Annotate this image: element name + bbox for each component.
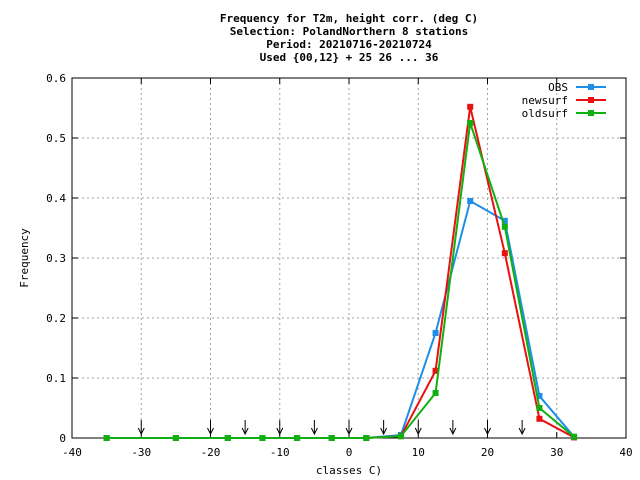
arrow-head — [276, 427, 284, 436]
class-limit-arrow — [380, 420, 388, 436]
y-tick-label: 0 — [59, 432, 66, 445]
data-point — [259, 435, 266, 441]
legend-marker — [588, 110, 594, 116]
title-line-0: Frequency for T2m, height corr. (deg C) — [220, 12, 478, 25]
class-limit-arrow — [310, 420, 318, 436]
class-limit-arrows — [137, 420, 526, 436]
data-point — [501, 250, 508, 257]
y-tick-label: 0.2 — [46, 312, 66, 325]
class-limit-arrow — [518, 420, 526, 436]
data-point — [467, 198, 474, 204]
y-tick-label: 0.1 — [46, 372, 66, 385]
arrow-head — [207, 427, 214, 436]
class-limit-arrow — [449, 420, 457, 436]
data-point — [224, 435, 231, 441]
x-tick-label: 30 — [550, 446, 563, 459]
class-limit-arrow — [484, 420, 491, 436]
x-tick-label: -10 — [270, 446, 290, 459]
y-tick-label: 0.3 — [46, 252, 66, 265]
class-limit-arrow — [345, 420, 353, 436]
title-line-3: Used {00,12} + 25 26 ... 36 — [260, 51, 439, 64]
data-point — [432, 330, 439, 336]
x-tick-label: 20 — [481, 446, 494, 459]
legend-item-OBS: OBS — [548, 81, 606, 94]
legend-marker — [588, 97, 594, 103]
data-point — [467, 103, 474, 110]
arrow-head — [310, 427, 318, 436]
legend-label: OBS — [548, 81, 568, 94]
legend-label: oldsurf — [522, 107, 568, 120]
chart-title: Frequency for T2m, height corr. (deg C)S… — [220, 12, 478, 64]
arrow-head — [449, 427, 457, 436]
series-line-OBS — [106, 199, 575, 439]
data-point — [501, 223, 508, 230]
arrow-head — [241, 427, 249, 436]
x-tick-label: 10 — [412, 446, 425, 459]
data-point — [363, 435, 370, 441]
arrow-head — [414, 427, 422, 436]
data-point — [103, 435, 110, 441]
class-limit-arrow — [241, 420, 249, 436]
class-limit-arrow — [276, 420, 284, 436]
title-line-1: Selection: PolandNorthern 8 stations — [230, 25, 468, 38]
series-newsurf — [103, 103, 578, 441]
y-tick-label: 0.6 — [46, 72, 66, 85]
x-tick-label: -20 — [201, 446, 221, 459]
y-tick-label: 0.5 — [46, 132, 66, 145]
arrow-head — [137, 427, 145, 436]
x-tick-label: 40 — [619, 446, 632, 459]
class-limit-arrow — [137, 420, 145, 436]
series-oldsurf — [103, 120, 578, 441]
y-tick-label: 0.4 — [46, 192, 66, 205]
data-point — [536, 405, 543, 411]
data-point — [172, 435, 179, 441]
class-limit-arrow — [414, 420, 422, 436]
title-line-2: Period: 20210716-20210724 — [266, 38, 432, 51]
legend-marker — [588, 84, 594, 90]
legend-label: newsurf — [522, 94, 568, 107]
data-point — [536, 415, 543, 422]
series-lines — [103, 103, 578, 441]
data-point — [571, 433, 578, 440]
legend-item-newsurf: newsurf — [522, 94, 606, 107]
arrow-head — [484, 427, 491, 436]
series-line-oldsurf — [106, 122, 575, 439]
x-tick-label: -40 — [62, 446, 82, 459]
data-point — [536, 393, 543, 399]
class-limit-arrow — [207, 420, 214, 436]
data-point — [467, 120, 474, 126]
arrow-head — [518, 427, 526, 436]
data-point — [432, 367, 439, 374]
data-point — [328, 435, 335, 441]
x-tick-label: -30 — [131, 446, 151, 459]
x-axis-label: classes C) — [316, 464, 382, 477]
grid-lines — [72, 78, 626, 438]
arrow-head — [380, 427, 388, 436]
legend-item-oldsurf: oldsurf — [522, 107, 606, 120]
data-point — [294, 435, 301, 441]
data-point — [397, 433, 404, 440]
data-point — [432, 390, 439, 396]
series-line-newsurf — [106, 106, 575, 439]
y-axis-label: Frequency — [18, 228, 31, 288]
arrow-head — [345, 427, 353, 436]
data-point — [501, 217, 508, 224]
x-tick-label: 0 — [346, 446, 353, 459]
